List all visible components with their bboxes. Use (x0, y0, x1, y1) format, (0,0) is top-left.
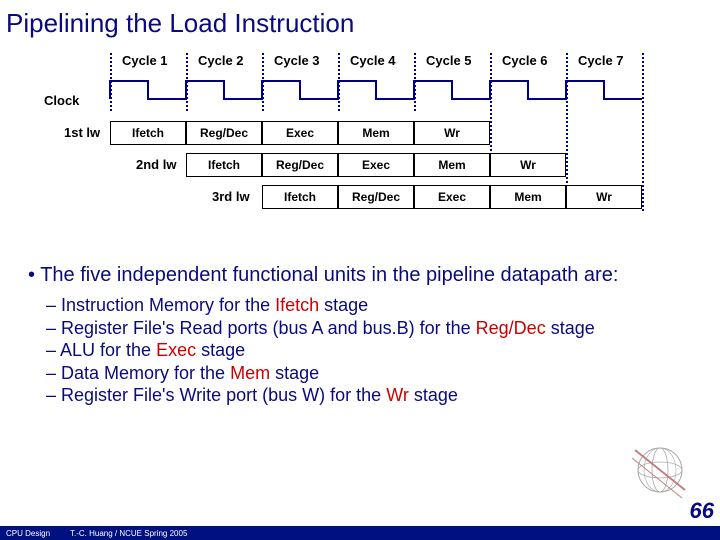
page-number: 66 (690, 498, 714, 524)
row-label: 1st lw (64, 125, 100, 140)
stage-box: Mem (338, 121, 414, 145)
bullet-highlight: Mem (230, 363, 270, 383)
bullet-item: – Instruction Memory for the Ifetch stag… (46, 294, 692, 317)
bullet-item: – Register File's Read ports (bus A and … (46, 317, 692, 340)
bullet-post: stage (270, 363, 319, 383)
lead-text: The five independent functional units in… (40, 264, 618, 286)
cycle-label: Cycle 1 (122, 53, 168, 68)
bullet-highlight: Ifetch (275, 295, 319, 315)
pipeline-diagram: Cycle 1 Cycle 2 Cycle 3 Cycle 4 Cycle 5 Cycle… (0, 51, 720, 251)
stage-box: Wr (490, 153, 566, 177)
bullet-item: – Data Memory for the Mem stage (46, 362, 692, 385)
footer-center: T.-C. Huang / NCUE Spring 2005 (70, 529, 187, 538)
cycle-label: Cycle 5 (426, 53, 472, 68)
bullet-highlight: Reg/Dec (476, 318, 546, 338)
footer-bar: CPU Design T.-C. Huang / NCUE Spring 200… (0, 526, 720, 540)
bullet-highlight: Wr (386, 385, 409, 405)
stage-box: Reg/Dec (262, 153, 338, 177)
footer-left: CPU Design (6, 529, 50, 538)
cycle-label: Cycle 4 (350, 53, 396, 68)
bullet-post: stage (546, 318, 595, 338)
bullet-pre: – Register File's Read ports (bus A and … (46, 318, 476, 338)
stage-box: Exec (414, 185, 490, 209)
stage-box: Reg/Dec (338, 185, 414, 209)
bullet-post: stage (409, 385, 458, 405)
bullet-highlight: Exec (156, 340, 196, 360)
bullet-item: – ALU for the Exec stage (46, 339, 692, 362)
bullet-item: – Register File's Write port (bus W) for… (46, 384, 692, 407)
stage-box: Wr (414, 121, 490, 145)
stage-box: Mem (490, 185, 566, 209)
cycle-label: Cycle 3 (274, 53, 320, 68)
stage-box: Ifetch (186, 153, 262, 177)
row-label: 3rd lw (212, 189, 250, 204)
row-label: 2nd lw (136, 157, 176, 172)
bullet-pre: – ALU for the (46, 340, 156, 360)
globe-decor-icon (630, 440, 690, 500)
stage-box: Wr (566, 185, 642, 209)
stage-box: Exec (338, 153, 414, 177)
bullet-pre: – Data Memory for the (46, 363, 230, 383)
bullet-pre: – Register File's Write port (bus W) for… (46, 385, 386, 405)
stage-box: Reg/Dec (186, 121, 262, 145)
bullet-pre: – Instruction Memory for the (46, 295, 275, 315)
stage-box: Exec (262, 121, 338, 145)
bullet-list: – Instruction Memory for the Ifetch stag… (28, 294, 692, 407)
stage-box: Ifetch (262, 185, 338, 209)
bullet-post: stage (319, 295, 368, 315)
body-text: • The five independent functional units … (0, 251, 720, 407)
cycle-label: Cycle 7 (578, 53, 624, 68)
bullet-post: stage (196, 340, 245, 360)
lead-sentence: • The five independent functional units … (28, 263, 692, 288)
page-title: Pipelining the Load Instruction (0, 0, 720, 47)
cycle-label: Cycle 2 (198, 53, 244, 68)
stage-box: Ifetch (110, 121, 186, 145)
stage-box: Mem (414, 153, 490, 177)
cycle-label: Cycle 6 (502, 53, 548, 68)
